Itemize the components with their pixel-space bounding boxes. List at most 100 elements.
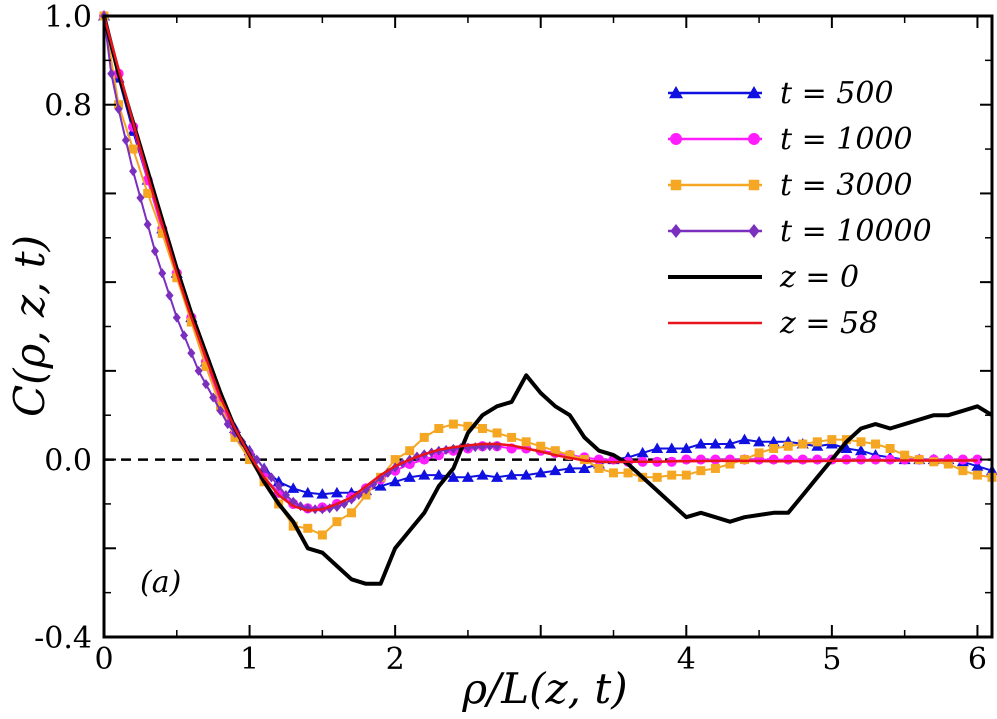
data-point (172, 312, 181, 323)
data-point (107, 68, 116, 79)
data-point (636, 446, 649, 458)
data-point (201, 361, 211, 371)
legend-entry: t = 500 (668, 76, 894, 111)
legend-label: t = 500 (780, 76, 894, 111)
data-point (505, 469, 518, 480)
data-point (180, 330, 189, 341)
data-point (972, 454, 983, 465)
x-tick-label: 4 (677, 642, 696, 677)
data-point (260, 463, 269, 474)
data-point (565, 450, 575, 460)
data-point (783, 454, 794, 465)
data-point (854, 444, 867, 456)
data-point (753, 435, 766, 447)
data-point (374, 480, 387, 491)
data-point (361, 490, 371, 500)
data-point (317, 530, 327, 540)
data-point (856, 437, 866, 447)
data-point (681, 470, 691, 480)
data-point (971, 460, 984, 471)
legend-entry: z = 0 (668, 260, 859, 295)
data-point (403, 471, 416, 482)
data-point (827, 435, 837, 445)
data-point (594, 463, 604, 473)
x-tick-label: 5 (822, 642, 841, 677)
data-point (172, 273, 182, 283)
legend-swatch-marker (747, 86, 761, 99)
data-point (121, 135, 130, 146)
data-point (943, 459, 953, 469)
data-point (665, 442, 678, 453)
data-point (520, 469, 533, 480)
data-point (521, 437, 531, 447)
data-point (463, 421, 473, 431)
data-point (287, 482, 300, 493)
x-tick-label: 6 (968, 642, 987, 677)
data-point (840, 442, 853, 453)
data-point (114, 104, 123, 115)
data-point (740, 455, 750, 465)
data-point (461, 471, 474, 482)
data-point (550, 446, 560, 456)
data-point (128, 144, 138, 154)
data-point (534, 466, 547, 478)
data-point (725, 459, 735, 469)
data-point (536, 441, 546, 451)
data-point (680, 442, 693, 453)
data-point (695, 454, 706, 465)
data-point (418, 469, 431, 480)
data-point (609, 468, 619, 478)
data-point (651, 442, 664, 453)
data-point (972, 470, 982, 480)
data-point (623, 468, 633, 478)
data-point (405, 446, 415, 456)
data-point (871, 439, 881, 449)
data-point (209, 392, 218, 403)
legend-swatch-marker (669, 86, 683, 99)
data-point (563, 462, 576, 473)
data-point (143, 188, 153, 198)
data-point (346, 508, 356, 518)
data-point (201, 379, 210, 390)
data-point (507, 432, 517, 442)
data-point (652, 472, 662, 482)
data-point (216, 405, 225, 416)
legend-label: z = 58 (779, 306, 878, 341)
data-point (332, 517, 342, 527)
y-axis-title: C(ρ, z, t) (5, 235, 54, 417)
data-point (694, 438, 707, 449)
data-point (150, 246, 159, 257)
data-point (783, 441, 793, 451)
x-tick-label: 0 (94, 642, 113, 677)
data-point (492, 428, 502, 438)
data-point (696, 466, 706, 476)
legend-swatch-marker (748, 179, 760, 191)
data-point (797, 454, 808, 465)
data-point (432, 469, 445, 480)
data-point (738, 433, 751, 445)
data-point (419, 432, 429, 442)
data-point (447, 471, 460, 482)
data-point (476, 469, 489, 480)
data-point (129, 166, 138, 177)
data-point (549, 464, 562, 476)
y-tick-label: 0.0 (44, 444, 92, 479)
legend-label: t = 10000 (780, 214, 932, 249)
data-point (681, 454, 692, 465)
legend-label: t = 3000 (780, 168, 913, 203)
data-point (316, 488, 329, 499)
legend-swatch-marker (670, 133, 682, 145)
series-line (102, 15, 978, 512)
data-point (769, 443, 779, 453)
series-5 (102, 15, 978, 512)
legend-entry: t = 1000 (668, 122, 913, 157)
data-point (667, 470, 677, 480)
data-point (223, 419, 232, 430)
legend-entry: t = 10000 (668, 214, 932, 249)
data-point (754, 448, 764, 458)
legend-entry: z = 58 (668, 306, 878, 341)
data-point (710, 463, 720, 473)
data-point (768, 454, 779, 465)
legend-swatch-marker (748, 133, 760, 145)
